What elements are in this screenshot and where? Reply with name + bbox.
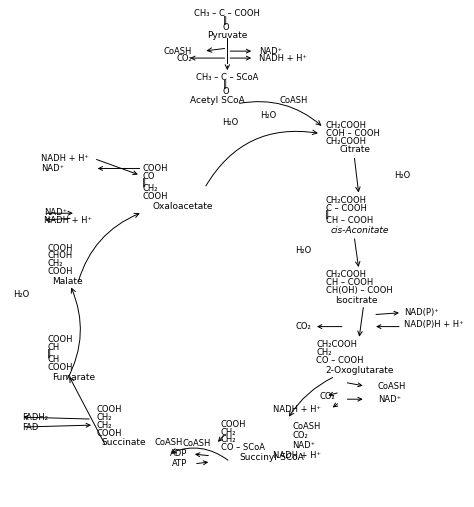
Text: ‖: ‖ xyxy=(143,178,147,187)
Text: CH: CH xyxy=(47,355,59,364)
Text: CH₂: CH₂ xyxy=(221,436,236,445)
Text: ‖: ‖ xyxy=(325,210,329,219)
Text: Acetyl SCoA: Acetyl SCoA xyxy=(191,96,245,105)
Text: CH₂: CH₂ xyxy=(221,427,236,437)
Text: Fumarate: Fumarate xyxy=(52,373,95,382)
Text: COOH: COOH xyxy=(47,335,73,344)
Text: CoASH: CoASH xyxy=(154,439,182,448)
Text: ‖: ‖ xyxy=(47,349,51,358)
Text: NAD(P)H + H⁺: NAD(P)H + H⁺ xyxy=(404,320,464,329)
Text: CHOH: CHOH xyxy=(47,251,73,261)
Text: CO – COOH: CO – COOH xyxy=(316,356,364,365)
Text: NADH + H⁺: NADH + H⁺ xyxy=(259,54,307,62)
Text: H₂O: H₂O xyxy=(295,245,311,255)
Text: CH₂: CH₂ xyxy=(143,184,158,193)
Text: CH₂: CH₂ xyxy=(97,413,112,422)
Text: O: O xyxy=(222,23,229,32)
Text: CO₂: CO₂ xyxy=(319,392,335,401)
Text: NAD⁺: NAD⁺ xyxy=(292,442,315,450)
Text: NAD⁺: NAD⁺ xyxy=(378,394,401,404)
Text: NAD⁺: NAD⁺ xyxy=(41,164,64,173)
Text: ATP: ATP xyxy=(172,459,187,468)
Text: NAD⁺: NAD⁺ xyxy=(44,208,67,216)
Text: NADH + H⁺: NADH + H⁺ xyxy=(273,405,321,414)
Text: Oxaloacetate: Oxaloacetate xyxy=(152,202,212,211)
Text: CoASH: CoASH xyxy=(292,421,320,430)
Text: FAD: FAD xyxy=(22,422,39,431)
Text: H₂O: H₂O xyxy=(260,111,276,120)
Text: COOH: COOH xyxy=(97,405,122,414)
Text: NADH + H⁺: NADH + H⁺ xyxy=(41,154,90,163)
Text: CH: CH xyxy=(47,343,59,352)
Text: Pyruvate: Pyruvate xyxy=(207,31,247,40)
Text: COOH: COOH xyxy=(97,428,122,438)
Text: CH – COOH: CH – COOH xyxy=(326,278,373,287)
Text: Succinate: Succinate xyxy=(101,439,146,448)
Text: CH₃ – C – SCoA: CH₃ – C – SCoA xyxy=(196,74,258,83)
Text: CO: CO xyxy=(143,172,155,181)
Text: FADH₂: FADH₂ xyxy=(22,413,48,422)
Text: COOH: COOH xyxy=(143,192,168,201)
Text: CH₂COOH: CH₂COOH xyxy=(326,270,366,279)
Text: Citrate: Citrate xyxy=(340,145,371,154)
Text: NADH + H⁺: NADH + H⁺ xyxy=(44,215,92,225)
Text: Malate: Malate xyxy=(52,277,82,286)
Text: CO – SCoA: CO – SCoA xyxy=(221,444,264,452)
Text: COOH: COOH xyxy=(143,164,168,173)
Text: NAD⁺: NAD⁺ xyxy=(259,47,282,56)
Text: H₂O: H₂O xyxy=(394,171,410,180)
Text: CO₂: CO₂ xyxy=(295,322,311,331)
Text: CH₂COOH: CH₂COOH xyxy=(326,121,366,130)
Text: CH₂COOH: CH₂COOH xyxy=(326,196,366,205)
Text: O: O xyxy=(222,87,229,96)
Text: COH – COOH: COH – COOH xyxy=(326,129,379,138)
Text: Succinyl-SCoA: Succinyl-SCoA xyxy=(240,453,304,462)
Text: CH₃ – C – COOH: CH₃ – C – COOH xyxy=(194,9,260,18)
Text: CoASH: CoASH xyxy=(164,47,192,56)
Text: CoASH: CoASH xyxy=(280,96,308,105)
Text: NAD(P)⁺: NAD(P)⁺ xyxy=(404,308,438,317)
Text: COOH: COOH xyxy=(47,267,73,276)
Text: CH₂COOH: CH₂COOH xyxy=(326,137,366,146)
Text: CH₂: CH₂ xyxy=(316,348,331,357)
Text: CH – COOH: CH – COOH xyxy=(326,215,373,225)
Text: 2-Oxoglutarate: 2-Oxoglutarate xyxy=(326,366,394,375)
Text: C – COOH: C – COOH xyxy=(326,204,366,213)
Text: ‖: ‖ xyxy=(223,16,228,25)
Text: CO₂: CO₂ xyxy=(176,54,192,62)
Text: CH(OH) – COOH: CH(OH) – COOH xyxy=(326,286,392,295)
Text: CH₂: CH₂ xyxy=(97,420,112,429)
Text: CoASH: CoASH xyxy=(183,440,211,449)
Text: cis-Aconitate: cis-Aconitate xyxy=(330,226,389,235)
Text: H₂O: H₂O xyxy=(222,118,238,127)
Text: CO₂: CO₂ xyxy=(292,431,308,441)
Text: H₂O: H₂O xyxy=(13,291,29,299)
Text: COOH: COOH xyxy=(47,243,73,252)
Text: CH₂: CH₂ xyxy=(47,260,63,268)
Text: CoASH: CoASH xyxy=(378,382,406,391)
Text: COOH: COOH xyxy=(221,420,246,428)
Text: ADP: ADP xyxy=(170,449,187,458)
Text: CH₂COOH: CH₂COOH xyxy=(316,340,357,349)
Text: COOH: COOH xyxy=(47,363,73,372)
Text: ‖: ‖ xyxy=(223,81,228,89)
Text: NADH + H⁺: NADH + H⁺ xyxy=(273,451,321,460)
Text: Isocitrate: Isocitrate xyxy=(335,296,378,305)
